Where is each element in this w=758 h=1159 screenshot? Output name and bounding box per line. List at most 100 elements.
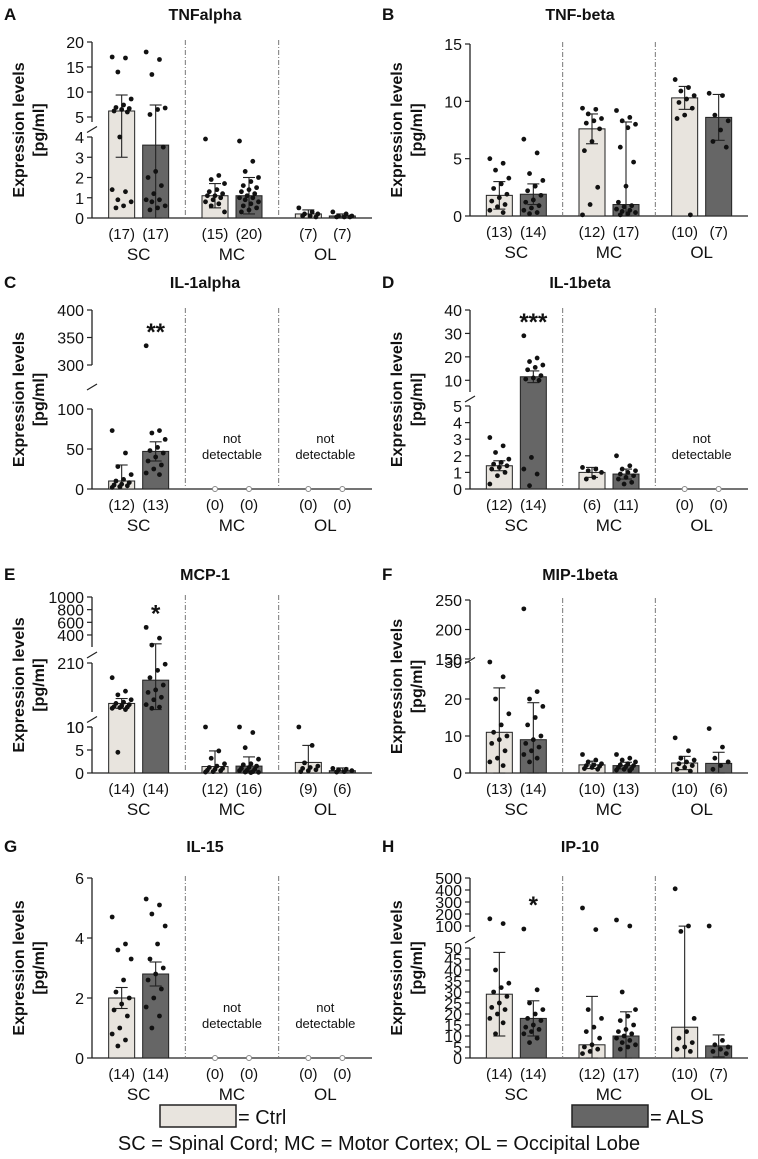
y-tick-label: 45 [444, 952, 462, 969]
data-point [686, 748, 691, 754]
data-point [240, 203, 246, 209]
data-point [532, 183, 538, 189]
data-point [109, 54, 115, 60]
panel-F: F MIP-1beta Expression levels [pg/ml] 0 10 20 3… [382, 565, 748, 819]
region-label: OL [314, 516, 337, 535]
n-label: (7) [709, 224, 727, 241]
region-label: SC [505, 516, 529, 535]
n-label: (13) [486, 781, 513, 798]
data-point [633, 1042, 638, 1048]
region-label: OL [314, 245, 337, 264]
data-point [580, 105, 585, 111]
legend-ctrl-swatch [159, 1104, 237, 1128]
data-point [720, 93, 725, 98]
n-label: (7) [709, 1066, 727, 1083]
data-point [143, 49, 149, 55]
data-point [625, 211, 631, 217]
data-point [240, 183, 246, 189]
y-tick-label: 0 [75, 211, 84, 228]
data-point [208, 177, 214, 182]
not-detectable-line2: detectable [295, 447, 355, 462]
data-point [521, 466, 527, 472]
n-label: (16) [236, 781, 263, 798]
data-point [123, 707, 128, 712]
data-point [530, 197, 536, 203]
panel-G: G IL-15 Expression levels [pg/ml] 0 2 4 6 SC (14)… [4, 837, 372, 1104]
data-point [489, 741, 495, 746]
data-point [674, 1046, 680, 1052]
n-label: (6) [333, 781, 351, 798]
not-detectable-line1: not [223, 1000, 241, 1015]
data-point [117, 484, 123, 489]
data-point [160, 965, 166, 971]
data-point [723, 1051, 729, 1056]
data-point [149, 430, 155, 436]
data-point [725, 118, 731, 124]
region-label: MC [219, 245, 245, 264]
data-point [712, 755, 718, 761]
data-point [254, 185, 259, 191]
data-point [595, 1046, 601, 1052]
data-point [525, 367, 531, 373]
y-tick-label: 15 [66, 60, 84, 77]
data-point [593, 757, 599, 763]
n-label: (0) [333, 497, 351, 514]
data-point [330, 209, 336, 215]
data-point [347, 214, 353, 220]
n-label: (9) [299, 781, 317, 798]
data-point [614, 917, 619, 923]
y-tick-label: 50 [444, 941, 462, 958]
data-point [203, 724, 208, 730]
data-point [493, 167, 498, 173]
y-tick-label: 6 [75, 871, 84, 888]
y-tick-label: 250 [435, 593, 462, 610]
y-label-line2: [pg/ml] [31, 658, 48, 711]
panel-H: H IP-10 Expression levels [pg/ml] 0510152025… [382, 837, 748, 1104]
significance-marker: ** [146, 319, 165, 346]
data-point [487, 659, 493, 665]
data-point [218, 195, 224, 201]
data-point [487, 207, 493, 213]
data-point [121, 977, 126, 983]
data-point [157, 704, 162, 710]
bar-als [519, 376, 547, 490]
data-point [682, 112, 688, 118]
data-point [582, 1044, 587, 1050]
data-point [242, 745, 248, 751]
data-point [633, 759, 638, 765]
data-point [599, 1016, 604, 1021]
region-label: SC [127, 1085, 151, 1104]
data-point [527, 696, 532, 702]
data-point [718, 1046, 723, 1052]
data-point [521, 926, 527, 932]
legend-als-label: = ALS [650, 1107, 704, 1129]
data-point [313, 214, 319, 220]
y-tick-label: 5 [453, 399, 462, 416]
data-point [534, 987, 540, 993]
data-point [712, 112, 718, 118]
y-label-line1: Expression levels [11, 332, 28, 467]
not-detectable-line2: detectable [295, 1016, 355, 1031]
y-tick-label: 30 [444, 326, 462, 343]
region-label: MC [219, 1085, 245, 1104]
data-point [684, 1029, 689, 1034]
data-point [155, 107, 160, 112]
data-point [160, 682, 166, 688]
data-point [495, 204, 500, 210]
region-label: OL [314, 1085, 337, 1104]
region-label: OL [690, 800, 713, 819]
n-label: (14) [520, 497, 547, 514]
data-point [706, 90, 712, 96]
axis-break [464, 395, 476, 403]
data-point [248, 761, 254, 767]
data-point [614, 206, 619, 212]
data-point [625, 470, 631, 475]
data-point [534, 471, 540, 477]
data-point [237, 195, 242, 201]
data-point [500, 921, 506, 926]
y-label-line2: [pg/ml] [409, 941, 426, 994]
data-point [489, 198, 495, 204]
legend-als-swatch [571, 1104, 649, 1128]
data-point [684, 759, 689, 765]
